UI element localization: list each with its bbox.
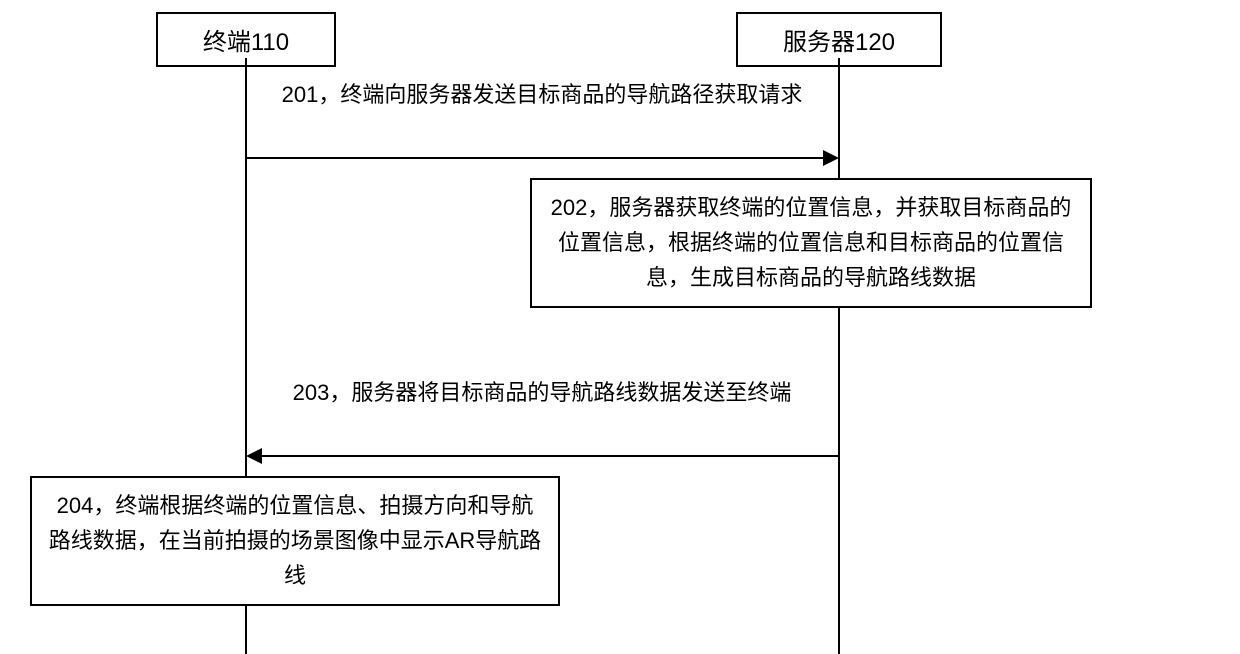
message-203-label: 203，服务器将目标商品的导航路线数据发送至终端 bbox=[272, 376, 812, 409]
message-203-arrow-head bbox=[246, 448, 262, 464]
activity-202-box: 202，服务器获取终端的位置信息，并获取目标商品的位置信息，根据终端的位置信息和… bbox=[530, 178, 1092, 308]
participant-terminal-label: 终端110 bbox=[203, 29, 289, 56]
message-203-arrow-line bbox=[262, 455, 840, 457]
activity-204-box: 204，终端根据终端的位置信息、拍摄方向和导航路线数据，在当前拍摄的场景图像中显… bbox=[30, 476, 560, 606]
sequence-diagram: 终端110 服务器120 201，终端向服务器发送目标商品的导航路径获取请求 2… bbox=[0, 0, 1240, 654]
message-201-label: 201，终端向服务器发送目标商品的导航路径获取请求 bbox=[272, 78, 812, 111]
message-201-arrow-head bbox=[823, 150, 839, 166]
activity-204-text: 204，终端根据终端的位置信息、拍摄方向和导航路线数据，在当前拍摄的场景图像中显… bbox=[49, 493, 542, 588]
message-201-arrow-line bbox=[246, 157, 826, 159]
activity-202-text: 202，服务器获取终端的位置信息，并获取目标商品的位置信息，根据终端的位置信息和… bbox=[551, 195, 1072, 290]
lifeline-server bbox=[838, 58, 840, 654]
participant-server-label: 服务器120 bbox=[783, 29, 895, 56]
